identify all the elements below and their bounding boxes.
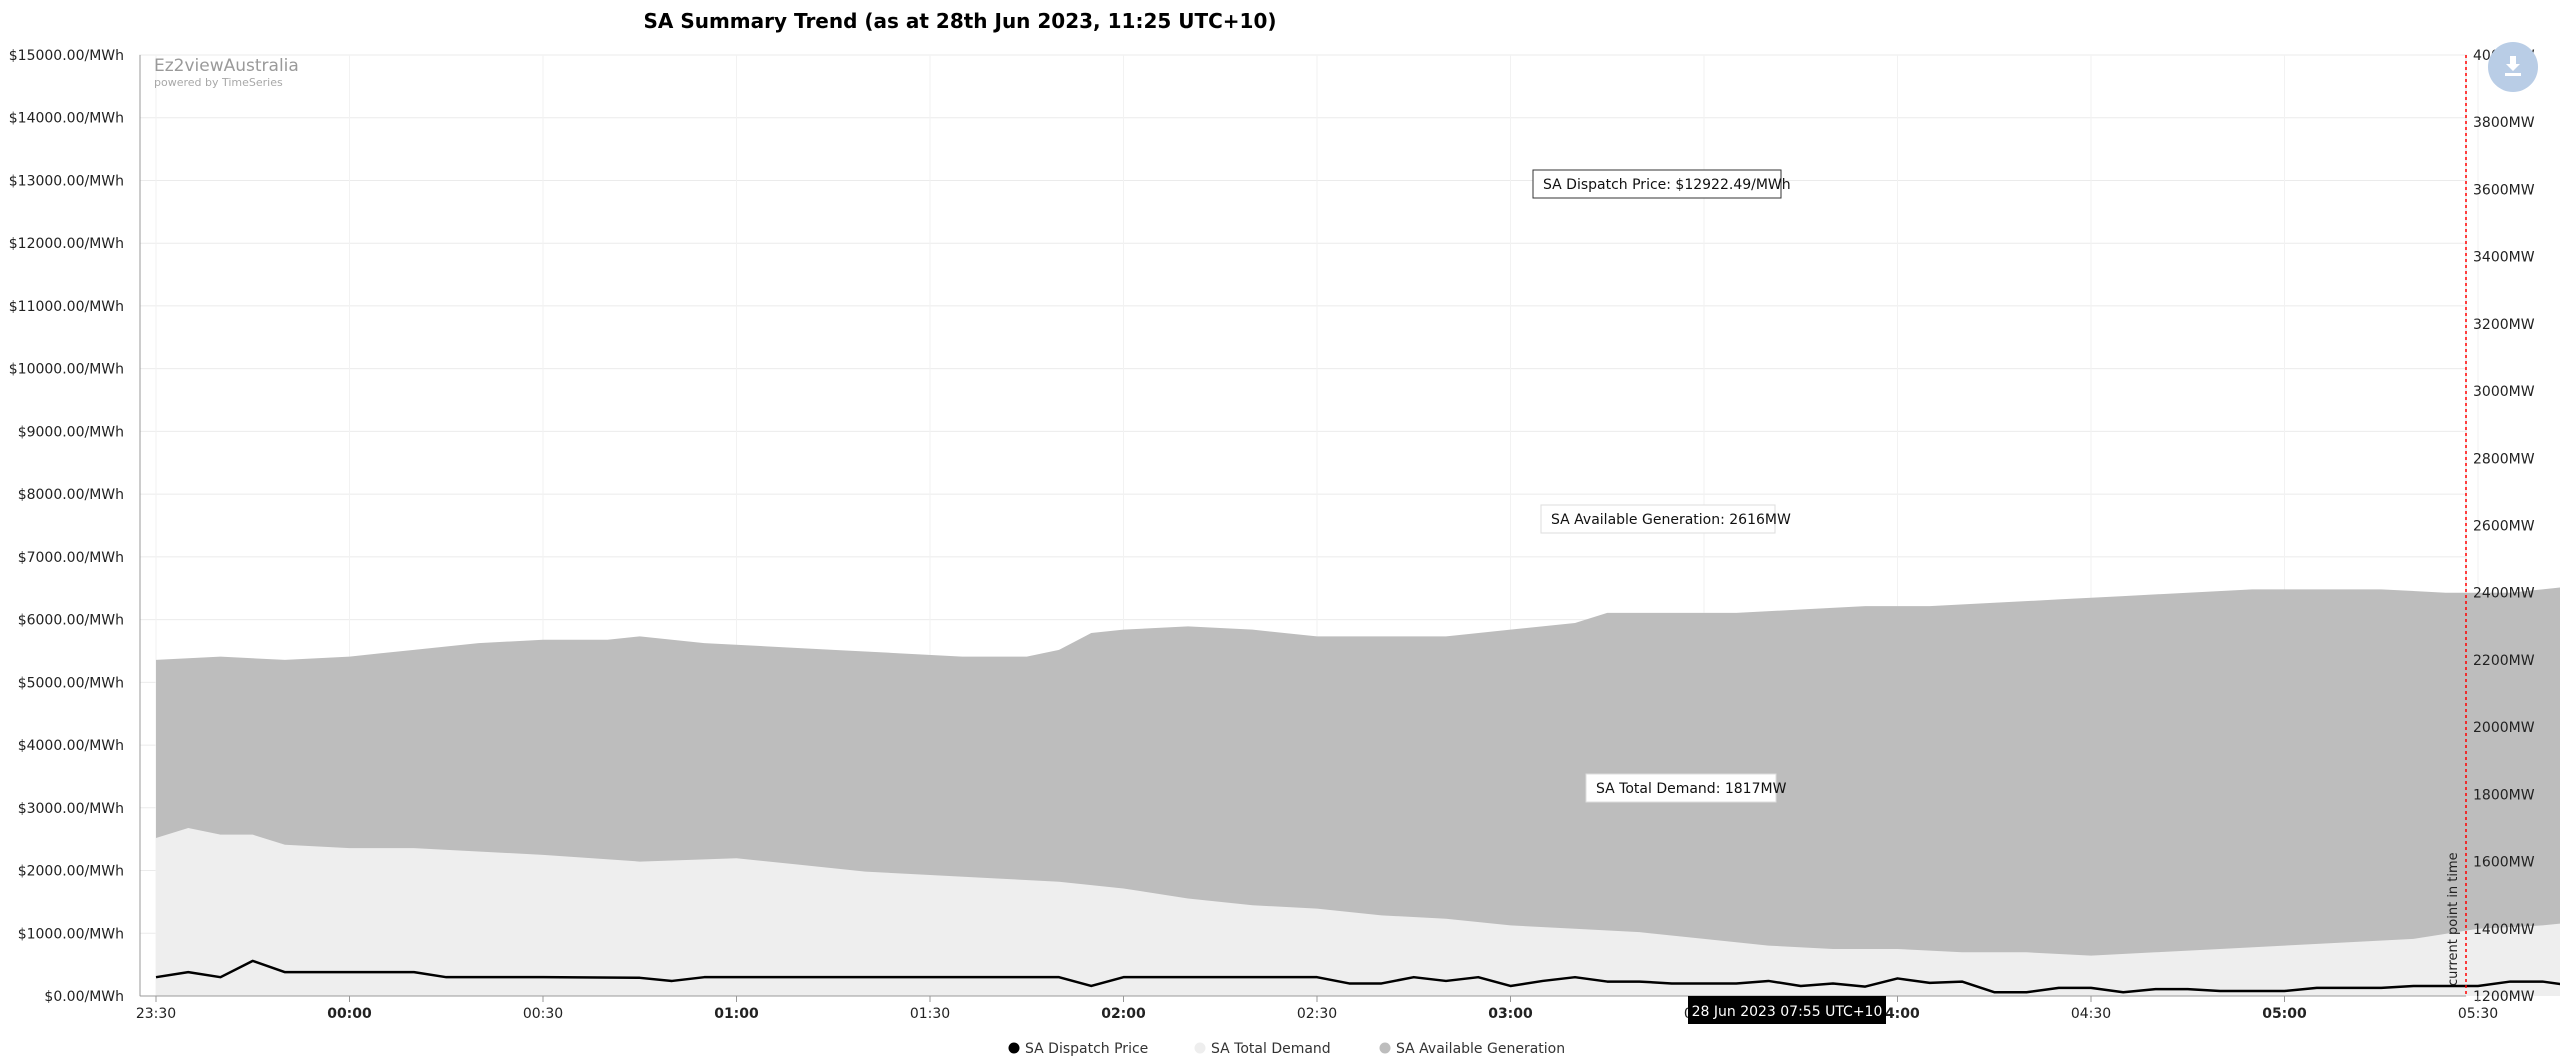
crosshair-label-box [1688, 996, 1886, 1024]
download-button[interactable] [2488, 42, 2538, 92]
watermark-powered: powered by TimeSeries [154, 76, 283, 89]
watermark-brand: Ez2viewAustralia [154, 56, 299, 76]
y-left-tick-label: $0.00/MWh [44, 989, 124, 1005]
tooltip-generation-box [1540, 504, 1776, 534]
y-left-tick-label: $5000.00/MWh [18, 675, 124, 691]
tooltip-price-box [1532, 169, 1782, 199]
x-tick-label: 05:00 [2262, 1006, 2307, 1022]
y-left-tick-label: $7000.00/MWh [18, 550, 124, 566]
y-right-tick-label: 3000MW [2473, 384, 2535, 400]
x-tick-label: 00:00 [327, 1006, 372, 1022]
y-right-tick-label: 3200MW [2473, 317, 2535, 333]
download-icon [2505, 56, 2521, 76]
y-left-tick-label: $9000.00/MWh [18, 424, 124, 440]
overlay: current point in time Ez2viewAustraliapow… [154, 55, 2467, 1057]
x-tick-label: 02:30 [1297, 1006, 1337, 1022]
y-left-tick-label: $3000.00/MWh [18, 801, 124, 817]
y-right-tick-label: 2600MW [2473, 519, 2535, 535]
y-left-tick-label: $15000.00/MWh [9, 48, 124, 64]
x-tick-label: 00:30 [523, 1006, 563, 1022]
y-right-tick-label: 2800MW [2473, 451, 2535, 467]
x-tick-label: 01:30 [910, 1006, 950, 1022]
y-right-tick-label: 1600MW [2473, 855, 2535, 871]
tooltip-demand: SA Total Demand: 1817MW [1596, 781, 1787, 797]
crosshair-label: 28 Jun 2023 07:55 UTC+10 [1692, 1004, 1883, 1020]
y-right-tick-label: 2400MW [2473, 586, 2535, 602]
x-tick-label: 23:30 [136, 1006, 176, 1022]
legend-marker [1008, 1042, 1020, 1054]
area-sa-total-demand [156, 827, 2560, 996]
tooltip-generation: SA Available Generation: 2616MW [1551, 512, 1791, 528]
legend-item-label[interactable]: SA Dispatch Price [1025, 1041, 1148, 1057]
chart-title: SA Summary Trend (as at 28th Jun 2023, 1… [643, 9, 1277, 33]
y-left-tick-label: $12000.00/MWh [9, 236, 124, 252]
y-right-tick-label: 3600MW [2473, 182, 2535, 198]
y-left-tick-label: $8000.00/MWh [18, 487, 124, 503]
y-left-tick-label: $1000.00/MWh [18, 926, 124, 942]
tooltip-price: SA Dispatch Price: $12922.49/MWh [1543, 177, 1791, 193]
y-left-tick-label: $6000.00/MWh [18, 613, 124, 629]
y-left-tick-label: $10000.00/MWh [9, 362, 124, 378]
y-right-tick-label: 1400MW [2473, 922, 2535, 938]
y-right-tick-label: 3800MW [2473, 115, 2535, 131]
tooltip-demand-box [1585, 773, 1777, 803]
x-tick-label: 04:00 [1875, 1006, 1920, 1022]
y-right-tick-label: 2200MW [2473, 653, 2535, 669]
y-right-tick-label: 2000MW [2473, 720, 2535, 736]
y-left-tick-label: $13000.00/MWh [9, 173, 124, 189]
legend-item-label[interactable]: SA Available Generation [1396, 1041, 1565, 1057]
y-left-tick-label: $4000.00/MWh [18, 738, 124, 754]
legend-marker [1194, 1042, 1206, 1054]
legend-marker [1379, 1042, 1391, 1054]
current-time-label: current point in time [2446, 852, 2461, 986]
axes: $0.00/MWh $1000.00/MWh $2000.00/MWh $3000.0… [9, 48, 2535, 1022]
y-right-tick-label: 1800MW [2473, 787, 2535, 803]
price-line-layer [155, 959, 2560, 994]
y-left-tick-label: $14000.00/MWh [9, 111, 124, 127]
x-tick-label: 03:00 [1488, 1006, 1533, 1022]
legend-item-label[interactable]: SA Total Demand [1211, 1041, 1331, 1057]
line-sa-dispatch-price [155, 959, 2560, 994]
y-left-tick-label: $2000.00/MWh [18, 864, 124, 880]
y-left-tick-label: $11000.00/MWh [9, 299, 124, 315]
y-right-tick-label: 3400MW [2473, 250, 2535, 266]
x-tick-label: 01:00 [714, 1006, 759, 1022]
area-layer [156, 587, 2560, 996]
x-tick-label: 04:30 [2071, 1006, 2111, 1022]
x-tick-label: 02:00 [1101, 1006, 1146, 1022]
x-tick-label: 05:30 [2458, 1006, 2498, 1022]
y-right-tick-label: 1200MW [2473, 989, 2535, 1005]
